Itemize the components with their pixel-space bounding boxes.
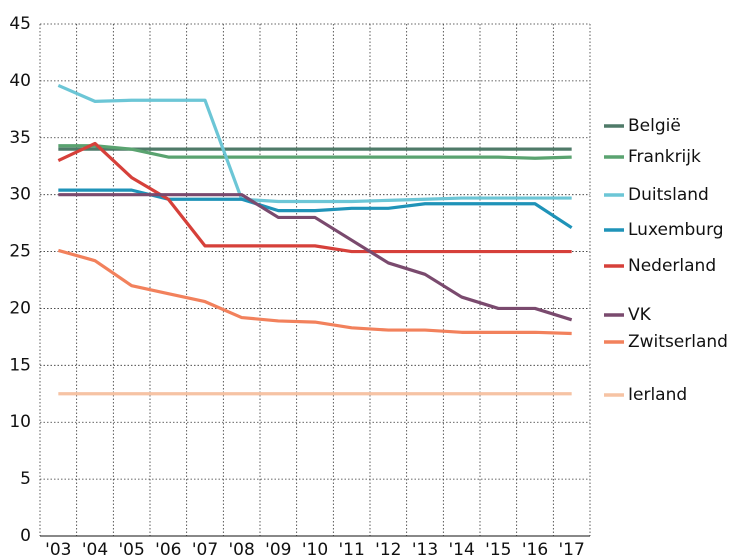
x-tick-label: '11 [339,540,365,558]
x-tick-label: '16 [522,540,548,558]
x-tick-label: '04 [82,540,108,558]
x-tick-label: '13 [412,540,438,558]
x-tick-label: '07 [192,540,218,558]
series-line [58,193,573,322]
series-line [57,83,572,204]
y-tick-label: 10 [9,412,31,432]
y-tick-label: 40 [9,71,31,91]
x-tick-label: '14 [449,540,475,558]
y-tick-label: 25 [9,242,31,262]
y-tick-label: 15 [9,355,31,375]
y-tick-label: 20 [9,298,31,318]
y-tick-label: 30 [9,185,31,205]
series-line [58,144,572,160]
legend-label: België [628,116,681,136]
legend-label: Frankrijk [628,147,701,167]
x-tick-label: '05 [119,540,145,558]
y-tick-label: 5 [20,469,31,489]
x-tick-label: '08 [229,540,255,558]
y-tick-label: 45 [9,14,31,34]
x-tick-label: '17 [559,540,585,558]
x-tick-label: '09 [265,540,291,558]
series-line [57,248,572,336]
series-line [57,141,572,254]
x-tick-label: '12 [375,540,401,558]
legend-label: VK [628,305,652,325]
legend-label: Ierland [628,385,687,405]
legend-label: Luxemburg [628,220,724,240]
y-tick-label: 35 [9,128,31,148]
legend-label: Nederland [628,256,716,276]
x-tick-label: '10 [302,540,328,558]
x-tick-label: '06 [155,540,181,558]
legend-label: Duitsland [628,185,709,205]
y-tick-label: 0 [20,526,31,546]
x-tick-label: '15 [485,540,511,558]
legend-label: Zwitserland [628,332,728,352]
x-tick-label: '03 [45,540,71,558]
